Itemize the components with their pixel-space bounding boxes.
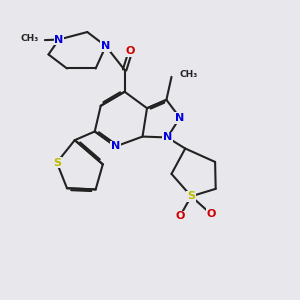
- Text: N: N: [175, 113, 184, 123]
- Text: O: O: [175, 211, 184, 221]
- Text: CH₃: CH₃: [21, 34, 39, 43]
- Text: O: O: [126, 46, 135, 56]
- Text: N: N: [163, 133, 172, 142]
- Text: S: S: [187, 191, 195, 201]
- Text: CH₃: CH₃: [180, 70, 198, 79]
- Text: S: S: [53, 158, 61, 167]
- Text: N: N: [101, 41, 110, 51]
- Text: O: O: [206, 209, 216, 219]
- Text: N: N: [111, 141, 120, 152]
- Text: N: N: [54, 34, 64, 44]
